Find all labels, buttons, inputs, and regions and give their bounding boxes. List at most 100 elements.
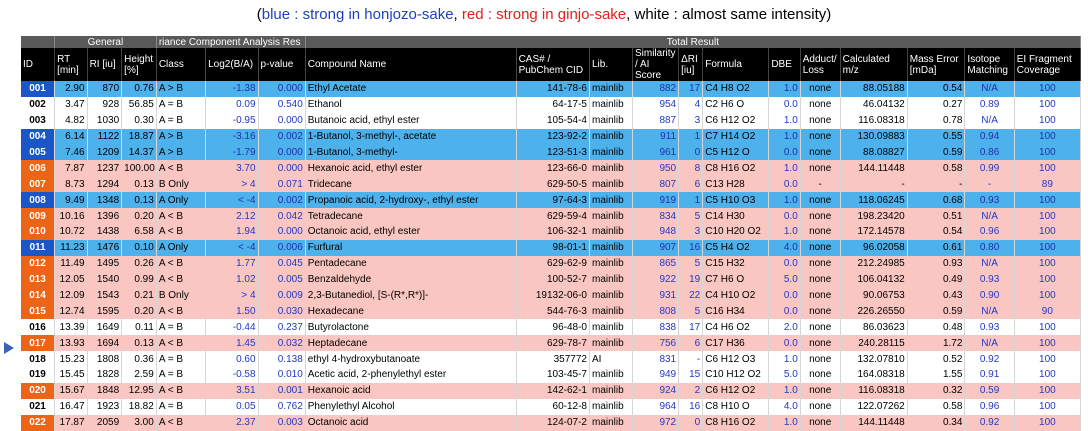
cell-calc[interactable]: 106.04132	[840, 271, 908, 288]
col-compound[interactable]: Compound Name	[305, 48, 517, 81]
col-formula[interactable]: Formula	[702, 48, 770, 81]
cell-pvalue[interactable]: 0.000	[258, 224, 306, 240]
cell-dri[interactable]: 5	[678, 303, 704, 320]
cell-id[interactable]: 005	[21, 144, 56, 161]
cell-similarity[interactable]: 948	[632, 224, 680, 240]
cell-compound[interactable]: Tridecane	[305, 176, 517, 193]
cell-compound[interactable]: Benzaldehyde	[305, 271, 517, 288]
cell-ri[interactable]: 1122	[87, 128, 123, 145]
cell-adduct[interactable]: none	[800, 351, 841, 368]
cell-mass-error[interactable]: 0.58	[907, 398, 966, 415]
cell-dri[interactable]: 22	[678, 287, 704, 304]
cell-height[interactable]: 0.26	[121, 255, 157, 272]
cell-height[interactable]: 0.99	[121, 271, 157, 288]
cell-mass-error[interactable]: 1.55	[907, 367, 966, 383]
cell-cas[interactable]: 105-54-4	[516, 112, 590, 129]
cell-compound[interactable]: Heptadecane	[305, 335, 517, 352]
cell-log2[interactable]: -0.95	[205, 112, 259, 129]
cell-adduct[interactable]: none	[800, 398, 841, 415]
cell-ri[interactable]: 1828	[87, 367, 123, 383]
cell-dbe[interactable]: 5.0	[768, 271, 801, 288]
cell-dbe[interactable]: 1.0	[768, 414, 801, 431]
cell-formula[interactable]: C6 H12 O2	[702, 112, 770, 129]
cell-ei[interactable]: 100	[1014, 192, 1082, 209]
cell-isotope[interactable]: N/A	[964, 81, 1015, 97]
cell-height[interactable]: 0.30	[121, 112, 157, 129]
cell-pvalue[interactable]: 0.003	[258, 414, 306, 431]
cell-id[interactable]: 017	[21, 335, 56, 352]
cell-ri[interactable]: 1540	[87, 271, 123, 288]
cell-dbe[interactable]: 4.0	[768, 239, 801, 256]
cell-dbe[interactable]: 0.0	[768, 176, 801, 193]
cell-compound[interactable]: Hexadecane	[305, 303, 517, 320]
cell-similarity[interactable]: 882	[632, 81, 680, 97]
cell-log2[interactable]: 3.51	[205, 382, 259, 399]
cell-pvalue[interactable]: 0.237	[258, 319, 306, 336]
cell-height[interactable]: 12.95	[121, 382, 157, 399]
cell-dbe[interactable]: 1.0	[768, 160, 801, 177]
cell-similarity[interactable]: 924	[632, 382, 680, 399]
cell-log2[interactable]: 1.50	[205, 303, 259, 320]
cell-ri[interactable]: 1438	[87, 224, 123, 240]
cell-compound[interactable]: Pentadecane	[305, 255, 517, 272]
cell-adduct[interactable]: none	[800, 128, 841, 145]
cell-height[interactable]: 0.36	[121, 351, 157, 368]
cell-lib[interactable]: mainlib	[589, 81, 633, 97]
cell-mass-error[interactable]: 0.55	[907, 128, 966, 145]
cell-compound[interactable]: Ethanol	[305, 96, 517, 113]
cell-pvalue[interactable]: 0.762	[258, 398, 306, 415]
cell-cas[interactable]: 629-78-7	[516, 335, 590, 352]
cell-isotope[interactable]: N/A	[964, 208, 1015, 225]
cell-formula[interactable]: C10 H12 O2	[702, 367, 770, 383]
cell-isotope[interactable]: 0.93	[964, 192, 1015, 209]
cell-dri[interactable]: 3	[678, 224, 704, 240]
cell-adduct[interactable]: none	[800, 239, 841, 256]
cell-rt[interactable]: 7.87	[54, 160, 88, 177]
cell-id[interactable]: 018	[21, 351, 56, 368]
cell-formula[interactable]: C8 H16 O2	[702, 414, 770, 431]
cell-dbe[interactable]: 4.0	[768, 398, 801, 415]
col-ei[interactable]: EI Fragment Coverage	[1014, 48, 1082, 81]
cell-rt[interactable]: 2.90	[54, 81, 88, 97]
cell-id[interactable]: 013	[21, 271, 56, 288]
cell-mass-error[interactable]: 0.52	[907, 351, 966, 368]
cell-dbe[interactable]: 0.0	[768, 287, 801, 304]
cell-isotope[interactable]: N/A	[964, 303, 1015, 320]
cell-class[interactable]: A = B	[156, 96, 207, 113]
cell-ei[interactable]: 90	[1014, 303, 1082, 320]
cell-mass-error[interactable]: 0.34	[907, 414, 966, 431]
cell-compound[interactable]: 1-Butanol, 3-methyl-, acetate	[305, 128, 517, 145]
cell-lib[interactable]: mainlib	[589, 112, 633, 129]
cell-rt[interactable]: 12.05	[54, 271, 88, 288]
cell-dbe[interactable]: 5.0	[768, 367, 801, 383]
cell-similarity[interactable]: 961	[632, 144, 680, 161]
cell-isotope[interactable]: 0.92	[964, 414, 1015, 431]
cell-compound[interactable]: Propanoic acid, 2-hydroxy-, ethyl ester	[305, 192, 517, 209]
col-lib[interactable]: Lib.	[589, 48, 633, 81]
cell-dbe[interactable]: 0.0	[768, 144, 801, 161]
cell-rt[interactable]: 15.23	[54, 351, 88, 368]
cell-log2[interactable]: 0.60	[205, 351, 259, 368]
cell-class[interactable]: A Only	[156, 192, 207, 209]
cell-formula[interactable]: C4 H6 O2	[702, 319, 770, 336]
table-row[interactable]: 001 2.90 870 0.76 A > B -1.38 0.000 Ethyl Aceta…	[21, 81, 1082, 97]
table-row[interactable]: 021 16.47 1923 18.82 A = B 0.05 0.762 Phenyleth…	[21, 398, 1082, 415]
cell-dbe[interactable]: 1.0	[768, 192, 801, 209]
cell-isotope[interactable]: 0.59	[964, 382, 1015, 399]
cell-cas[interactable]: 629-59-4	[516, 208, 590, 225]
cell-id[interactable]: 007	[21, 176, 56, 193]
cell-ri[interactable]: 1030	[87, 112, 123, 129]
cell-calc[interactable]: 198.23420	[840, 208, 908, 225]
cell-ri[interactable]: 2059	[87, 414, 123, 431]
cell-dri[interactable]: -	[678, 351, 704, 368]
table-row[interactable]: 016 13.39 1649 0.11 A = B -0.44 0.237 Butyrolac…	[21, 319, 1082, 336]
cell-adduct[interactable]: none	[800, 271, 841, 288]
table-row[interactable]: 022 17.87 2059 3.00 A < B 2.37 0.003 Octanoic a…	[21, 414, 1082, 431]
cell-calc[interactable]: 116.08318	[840, 382, 908, 399]
cell-dbe[interactable]: 1.0	[768, 382, 801, 399]
cell-lib[interactable]: mainlib	[589, 128, 633, 145]
cell-height[interactable]: 14.37	[121, 144, 157, 161]
cell-ei[interactable]: 100	[1014, 271, 1082, 288]
cell-dri[interactable]: 6	[678, 176, 704, 193]
col-rt[interactable]: RT [min]	[54, 48, 88, 81]
